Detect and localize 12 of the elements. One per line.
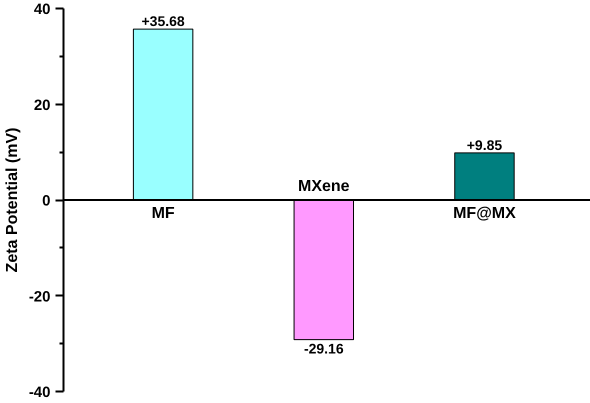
data-label: -29.16	[304, 340, 344, 357]
y-tick-label: 20	[34, 96, 51, 114]
x-tick-label: MF@MX	[453, 205, 516, 222]
y-tick-label: -40	[28, 384, 51, 401]
y-tick-label: -20	[28, 288, 51, 306]
data-label: +35.68	[142, 13, 185, 30]
x-tick-label: MF	[152, 205, 175, 222]
data-label: +9.85	[466, 136, 502, 153]
y-tick-label: 0	[42, 192, 50, 210]
x-tick-label: MXene	[298, 178, 350, 195]
y-tick-label: 40	[34, 1, 51, 18]
y-axis-title: Zeta Potential (mV)	[4, 128, 21, 272]
